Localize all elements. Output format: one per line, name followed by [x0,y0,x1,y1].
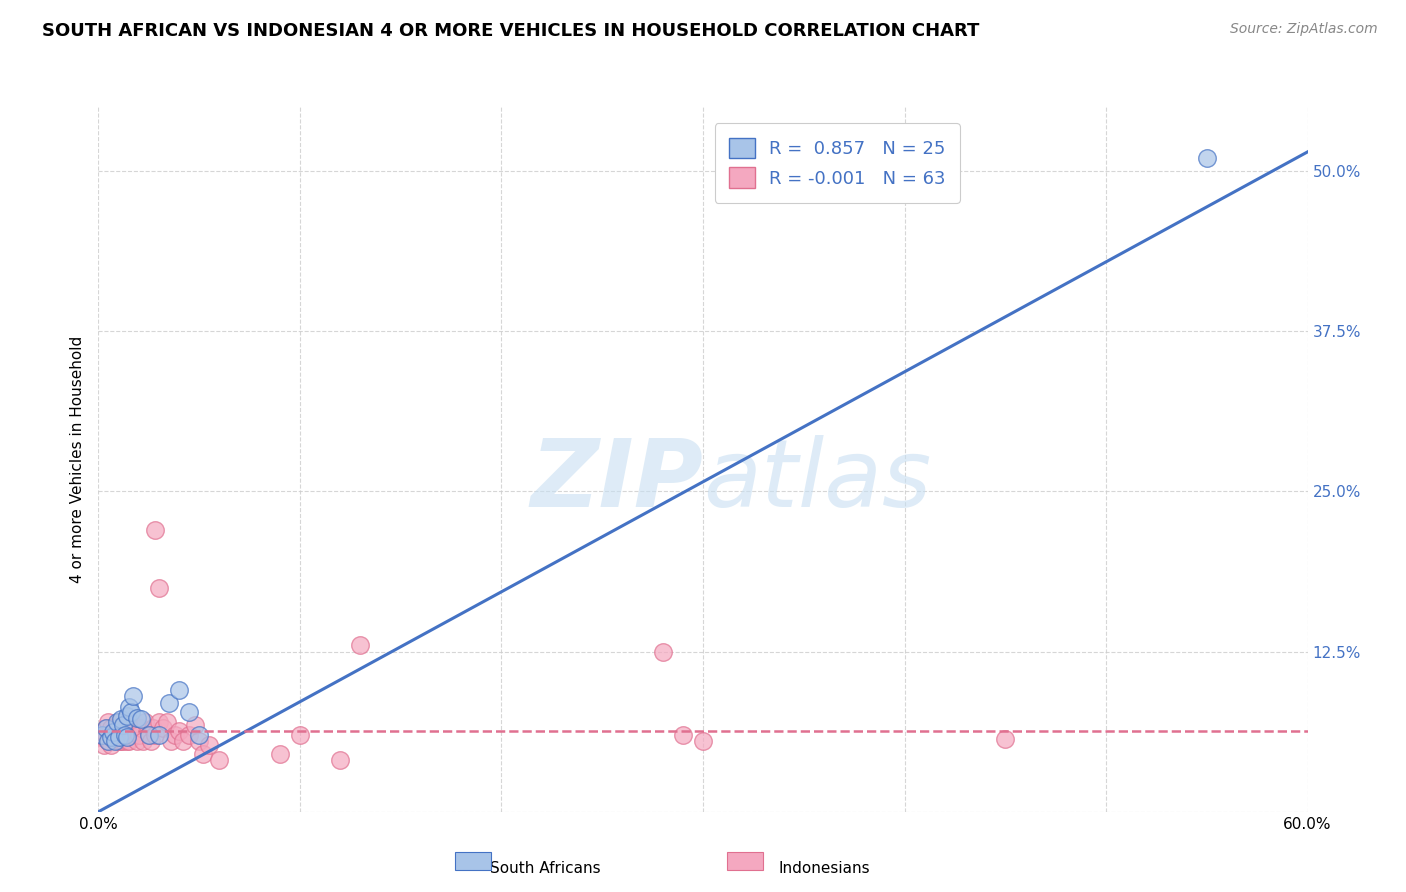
Point [118,699,141,714]
Point [110,728,132,742]
Point [128,728,150,742]
Point [115,728,138,742]
Point [91,725,114,739]
Point [103,726,125,740]
Point [163,728,186,742]
Point [179,728,201,742]
Point [114,728,136,742]
Point [349,638,371,652]
Point [121,690,143,704]
Point [101,731,124,746]
Point [143,523,166,537]
Point [1195,151,1218,165]
Point [184,717,207,731]
Point [115,708,138,723]
Point [134,714,156,729]
Point [129,722,152,736]
Point [114,722,136,736]
Point [110,713,132,727]
Point [167,683,190,698]
Point [111,734,134,748]
Point [100,722,122,736]
Point [138,728,160,742]
Point [110,734,132,748]
Point [118,734,141,748]
Point [138,728,160,742]
Point [120,714,142,729]
Point [118,722,141,736]
Point [167,724,190,739]
Point [160,734,183,748]
Point [148,581,170,595]
Point [148,714,170,729]
Point [651,644,673,658]
Point [93,738,115,752]
Point [107,734,129,748]
Point [100,731,122,745]
Point [101,725,124,739]
Point [129,713,152,727]
FancyBboxPatch shape [456,852,492,870]
Point [672,728,695,742]
Point [115,734,138,748]
Point [157,696,180,710]
Point [103,734,125,748]
Point [120,705,142,719]
Point [994,731,1017,746]
Point [156,714,179,729]
Point [111,717,134,731]
Point [115,731,138,745]
Point [124,722,146,736]
Point [105,714,128,729]
Point [97,734,120,748]
Point [188,734,211,748]
Text: atlas: atlas [703,435,931,526]
Text: Source: ZipAtlas.com: Source: ZipAtlas.com [1230,22,1378,37]
Point [269,747,291,761]
Point [114,728,136,742]
Point [121,728,143,742]
Point [208,754,231,768]
Text: South Africans: South Africans [491,861,602,876]
Point [152,722,174,736]
Point [93,731,115,745]
Point [107,714,129,729]
Legend: R =  0.857   N = 25, R = -0.001   N = 63: R = 0.857 N = 25, R = -0.001 N = 63 [714,123,960,202]
Point [198,738,221,752]
Point [179,705,201,719]
Point [96,722,118,736]
Point [132,734,155,748]
Point [96,722,118,736]
Point [105,728,128,742]
Y-axis label: 4 or more Vehicles in Household: 4 or more Vehicles in Household [69,335,84,583]
FancyBboxPatch shape [727,852,763,870]
Point [692,734,714,748]
Point [97,734,120,748]
Point [142,722,165,736]
Point [91,728,114,742]
Point [188,728,211,742]
Point [101,726,124,740]
Text: Indonesians: Indonesians [778,861,870,876]
Point [143,728,166,742]
Point [111,722,134,736]
Point [125,711,148,725]
Point [329,754,352,768]
Point [105,722,128,736]
Point [97,714,120,729]
Point [288,728,311,742]
Text: SOUTH AFRICAN VS INDONESIAN 4 OR MORE VEHICLES IN HOUSEHOLD CORRELATION CHART: SOUTH AFRICAN VS INDONESIAN 4 OR MORE VE… [42,22,980,40]
Text: ZIP: ZIP [530,434,703,526]
Point [100,738,122,752]
Point [172,734,194,748]
Point [89,731,111,745]
Point [96,728,118,742]
Point [193,747,215,761]
Point [139,734,162,748]
Point [148,728,170,742]
Point [125,734,148,748]
Point [103,733,125,747]
Point [107,731,129,745]
